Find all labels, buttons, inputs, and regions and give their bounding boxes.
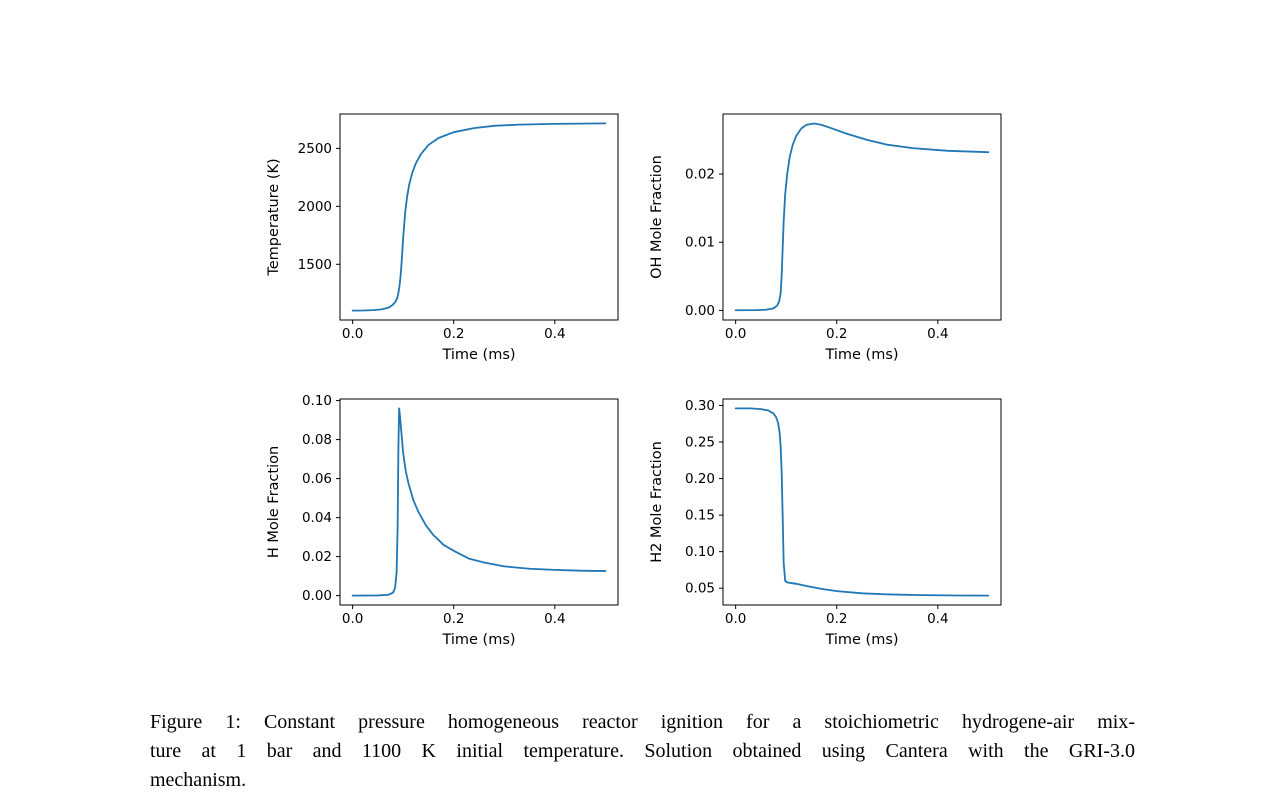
svg-text:0.06: 0.06 [302,471,332,487]
caption-line: ture at 1 bar and 1100 K initial tempera… [150,740,1135,762]
svg-text:0.02: 0.02 [685,167,715,183]
svg-text:0.00: 0.00 [685,303,715,319]
svg-text:0.25: 0.25 [685,434,715,450]
caption-line: mechanism. [150,769,247,791]
svg-text:0.10: 0.10 [302,393,332,409]
svg-text:OH Mole Fraction: OH Mole Fraction [649,155,665,279]
figure-subplot-grid: 1500 2000 2500 0.0 0.2 0.4 Time (ms) Temperatur… [260,106,1008,656]
figure-caption: Figure 1: Constant pressure homogeneous … [150,708,1135,795]
svg-text:Time (ms): Time (ms) [441,632,515,648]
svg-text:0.01: 0.01 [685,235,715,251]
svg-text:Time (ms): Time (ms) [824,347,898,363]
svg-text:2500: 2500 [298,141,332,157]
svg-text:0.0: 0.0 [342,611,363,627]
svg-text:0.2: 0.2 [443,326,464,342]
svg-text:H2 Mole Fraction: H2 Mole Fraction [649,441,665,563]
svg-text:0.02: 0.02 [302,549,332,565]
plot-oh-mole-fraction: 0.00 0.01 0.02 0.0 0.2 0.4 Time (ms) OH Mole Fr… [649,113,1002,363]
svg-text:0.2: 0.2 [826,326,847,342]
subplot-oh-mole-fraction: 0.00 0.01 0.02 0.0 0.2 0.4 Time (ms) OH Mole Fr… [643,106,1008,371]
svg-text:0.0: 0.0 [342,326,363,342]
svg-text:0.08: 0.08 [302,432,332,448]
caption-line: Figure 1: Constant pressure homogeneous … [150,711,1135,733]
svg-text:1500: 1500 [298,257,332,273]
svg-text:0.20: 0.20 [685,471,715,487]
svg-text:Time (ms): Time (ms) [824,632,898,648]
svg-text:0.05: 0.05 [685,581,715,597]
svg-text:0.4: 0.4 [927,611,948,627]
svg-text:0.00: 0.00 [302,588,332,604]
subplot-temperature: 1500 2000 2500 0.0 0.2 0.4 Time (ms) Temperatur… [260,106,625,371]
svg-text:Time (ms): Time (ms) [441,347,515,363]
svg-text:0.0: 0.0 [725,326,746,342]
subplot-h2-mole-fraction: 0.05 0.10 0.15 0.20 0.25 0.30 0.0 0.2 0.4 Time (m… [643,391,1008,656]
svg-text:0.15: 0.15 [685,508,715,524]
subplot-h-mole-fraction: 0.00 0.02 0.04 0.06 0.08 0.10 0.0 0.2 0.4 Time (m… [260,391,625,656]
svg-text:0.4: 0.4 [544,326,565,342]
svg-text:2000: 2000 [298,199,332,215]
svg-text:0.0: 0.0 [725,611,746,627]
svg-text:0.04: 0.04 [302,510,332,526]
svg-text:H Mole Fraction: H Mole Fraction [266,446,282,558]
svg-text:0.4: 0.4 [544,611,565,627]
svg-text:0.10: 0.10 [685,544,715,560]
svg-text:0.2: 0.2 [443,611,464,627]
plot-temperature: 1500 2000 2500 0.0 0.2 0.4 Time (ms) Temperatur… [266,113,619,363]
svg-text:0.30: 0.30 [685,398,715,414]
plot-h-mole-fraction: 0.00 0.02 0.04 0.06 0.08 0.10 0.0 0.2 0.4 Time (m… [266,393,619,648]
svg-text:Temperature (K): Temperature (K) [266,158,282,276]
svg-text:0.2: 0.2 [826,611,847,627]
plot-h2-mole-fraction: 0.05 0.10 0.15 0.20 0.25 0.30 0.0 0.2 0.4 Time (m… [649,398,1002,648]
svg-text:0.4: 0.4 [927,326,948,342]
